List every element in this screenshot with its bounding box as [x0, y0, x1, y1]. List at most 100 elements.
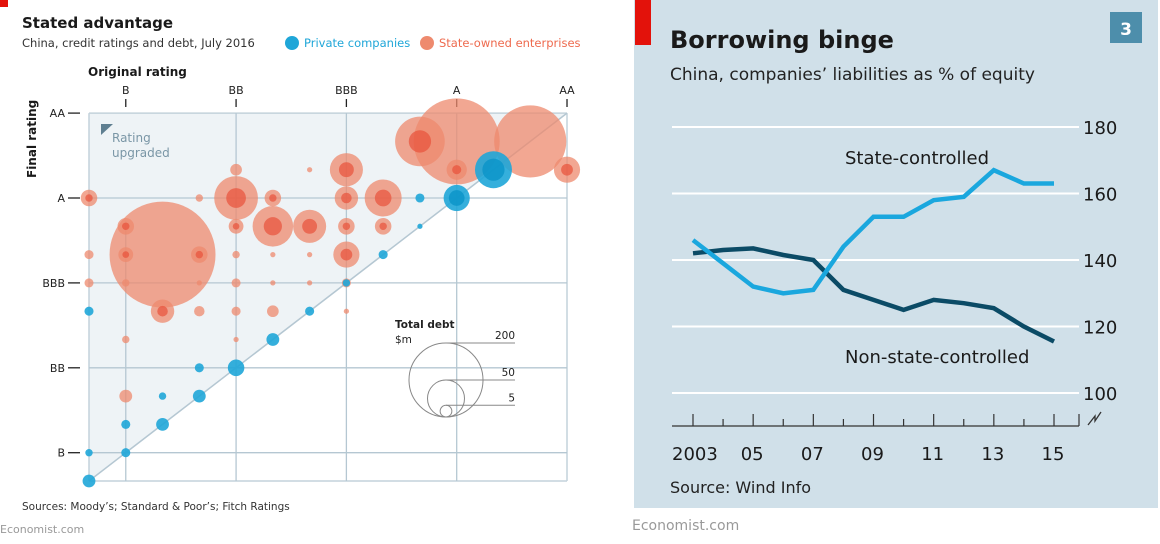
soe-point: [307, 280, 313, 286]
soe-point-core: [408, 130, 432, 153]
x-tick-label: 05: [741, 444, 764, 465]
soe-point: [195, 194, 204, 202]
private-point: [156, 417, 169, 431]
soe-point-core: [263, 217, 282, 236]
chart-subtitle: China, credit ratings and debt, July 201…: [22, 36, 255, 50]
private-point: [121, 419, 131, 429]
series-lines: [691, 167, 1056, 344]
y-tick-label: BBB: [42, 277, 65, 290]
soe-point: [232, 250, 240, 259]
soe-point: [343, 308, 350, 314]
soe-point-core: [561, 163, 573, 176]
points: [80, 98, 581, 488]
size-legend-value: 200: [495, 330, 515, 342]
footer-brand: Economist.com: [0, 523, 84, 536]
x-tick-label: B: [122, 84, 130, 97]
size-legend-unit: $m: [395, 334, 412, 346]
x-tick-label: 11: [921, 444, 944, 465]
soe-point-core: [340, 248, 353, 261]
y-tick-label: 180: [1083, 118, 1117, 139]
y-tick-label: B: [57, 447, 65, 460]
soe-point: [194, 305, 205, 317]
accent-bar: [0, 0, 8, 7]
line-chart: Borrowing binge China, companies’ liabil…: [632, 0, 1158, 534]
x-axis-title: Original rating: [88, 65, 187, 79]
x-tick-label: 09: [861, 444, 884, 465]
series-line-non-state-controlled: [692, 246, 1056, 344]
soe-point: [231, 278, 241, 288]
x-tick-label: 15: [1042, 444, 1065, 465]
series-line-state-controlled: [691, 167, 1054, 296]
x-tick-label: BBB: [335, 84, 358, 97]
soe-point: [119, 389, 133, 403]
size-legend: Total debt $m 200 50 5: [395, 319, 515, 418]
private-point: [85, 449, 93, 457]
x-ticks: B BB BBB A AA: [122, 84, 575, 107]
x-tick-label: A: [453, 84, 461, 97]
private-point: [417, 223, 423, 229]
legend-private-marker: [285, 36, 299, 50]
annotation-line1: Rating: [112, 131, 151, 145]
scatter-chart: Stated advantage China, credit ratings a…: [0, 0, 581, 536]
source-note: Sources: Moody’s; Standard & Poor’s; Fit…: [22, 501, 290, 513]
chart-title: Borrowing binge: [670, 26, 894, 54]
accent-bar: [635, 0, 651, 45]
private-point: [121, 448, 131, 458]
soe-point: [307, 167, 313, 173]
private-point-core: [448, 190, 465, 206]
soe-point: [196, 280, 202, 286]
soe-point: [122, 335, 130, 344]
soe-point-core: [338, 162, 354, 178]
private-point: [305, 306, 315, 316]
private-point: [415, 193, 425, 203]
private-point: [342, 279, 351, 287]
y-tick-label: 120: [1083, 318, 1117, 339]
footer-brand: Economist.com: [632, 518, 739, 534]
y-ticks: 100 120 140 160 180: [1083, 118, 1117, 405]
y-tick-label: 140: [1083, 251, 1117, 272]
private-point: [84, 306, 94, 316]
soe-point: [109, 201, 216, 308]
y-tick-label: 160: [1083, 185, 1117, 206]
chart-number-badge: [1110, 12, 1142, 43]
x-tick-label: 2003: [672, 444, 718, 465]
size-legend-title: Total debt: [395, 319, 455, 331]
soe-point: [307, 251, 313, 258]
y-tick-label: BB: [50, 362, 65, 375]
soe-point: [122, 279, 130, 287]
soe-point-core: [342, 222, 351, 231]
x-tick-label: BB: [229, 84, 244, 97]
private-point: [82, 474, 96, 488]
soe-point-core: [341, 192, 352, 204]
legend-soe-label: State-owned enterprises: [439, 36, 581, 50]
chart-title: Stated advantage: [22, 14, 173, 32]
soe-point: [270, 280, 276, 286]
size-legend-circle: [439, 404, 453, 418]
label-state-controlled: State-controlled: [845, 148, 989, 169]
soe-point-core: [232, 222, 240, 230]
private-point: [194, 363, 204, 373]
grid: [672, 126, 1079, 394]
private-point: [378, 250, 388, 260]
chart-background: [634, 0, 1158, 508]
y-tick-label: AA: [50, 107, 66, 120]
right-chart-panel: Borrowing binge China, companies’ liabil…: [632, 0, 1160, 540]
private-point: [266, 333, 280, 346]
size-legend-value: 5: [508, 392, 515, 404]
size-legend-circle: [427, 379, 465, 418]
soe-point: [231, 306, 241, 316]
annotation-line2: upgraded: [112, 146, 170, 160]
left-chart-panel: Stated advantage China, credit ratings a…: [0, 0, 581, 536]
legend-soe-marker: [420, 36, 434, 50]
soe-point-core: [452, 165, 462, 175]
private-point: [227, 359, 245, 377]
soe-point-core: [269, 194, 277, 202]
label-non-state-controlled: Non-state-controlled: [845, 347, 1029, 368]
source-note: Source: Wind Info: [670, 478, 811, 497]
private-point: [192, 389, 206, 403]
x-axis: 2003 05 07 09 11 13 15: [672, 411, 1102, 465]
soe-point: [230, 163, 242, 176]
x-tick-label: 07: [801, 444, 824, 465]
axis-break-icon: [1087, 411, 1102, 426]
